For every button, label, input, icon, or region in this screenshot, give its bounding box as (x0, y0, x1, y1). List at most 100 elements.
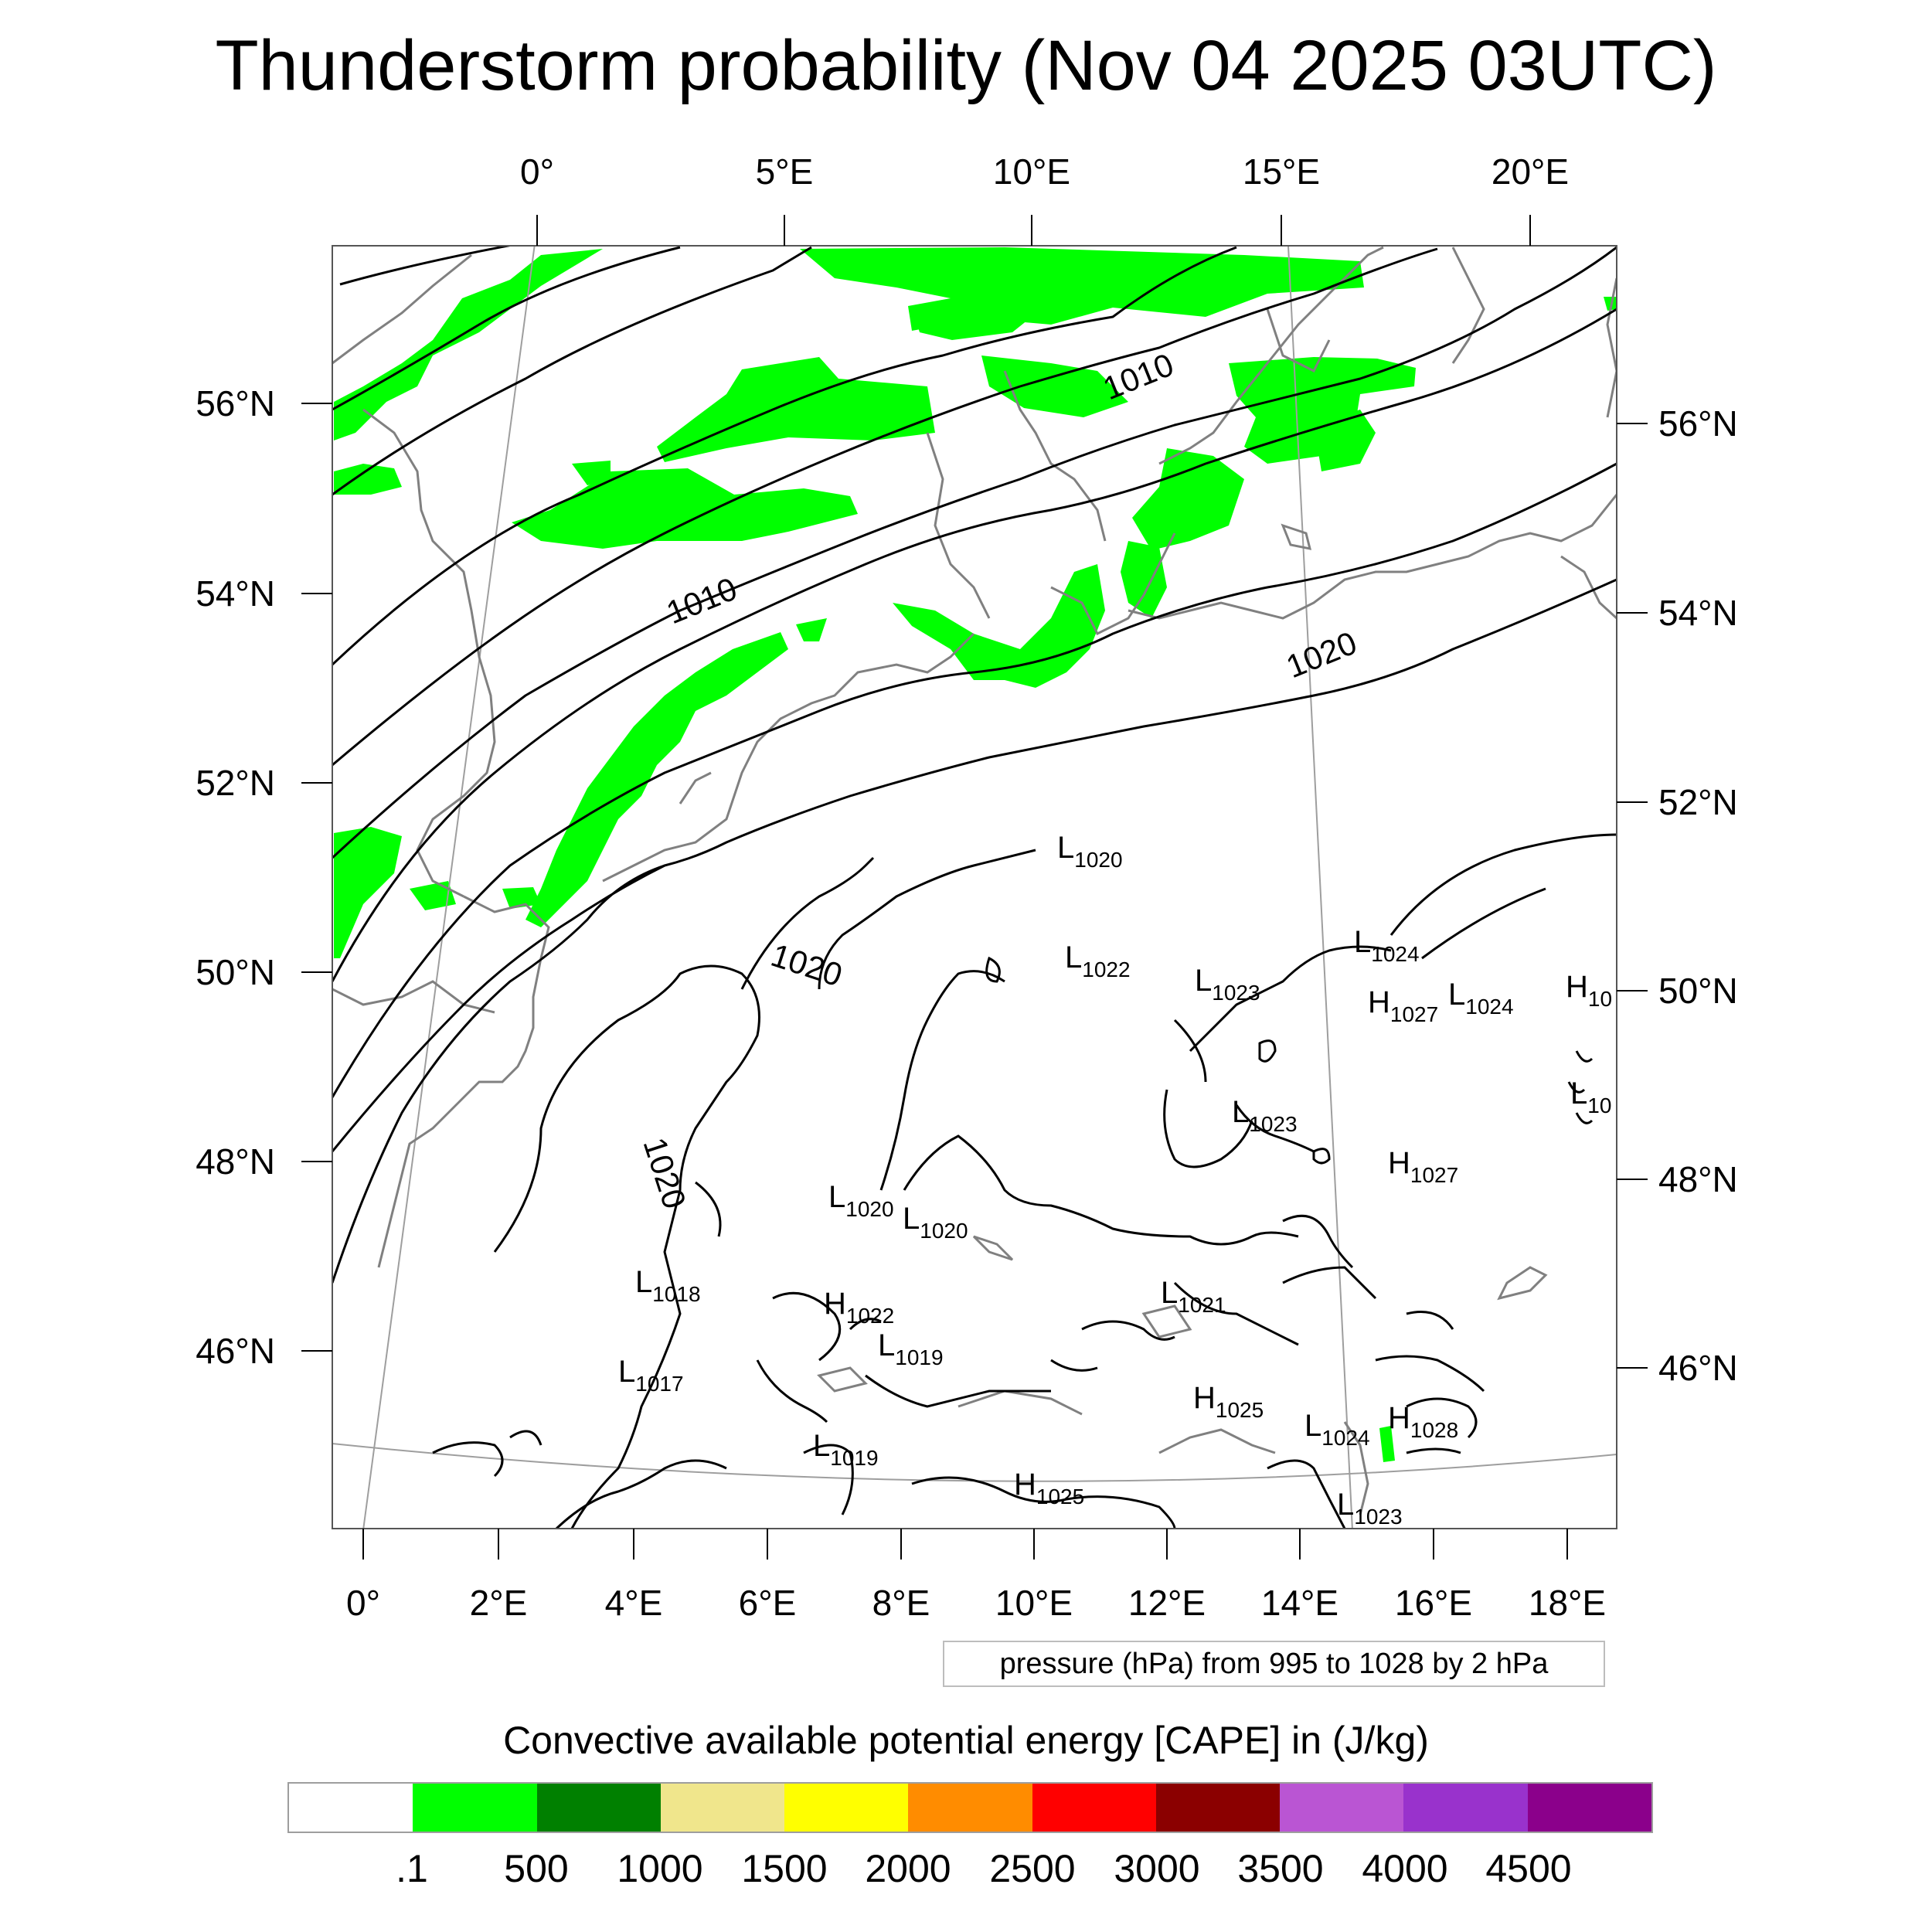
pressure-center: H1027 (1388, 1146, 1458, 1187)
colorbar-cell (784, 1784, 909, 1832)
colorbar-cell (289, 1784, 413, 1832)
pressure-center: H1022 (824, 1287, 894, 1328)
isobar (432, 1441, 504, 1478)
pressure-center: L1023 (1337, 1488, 1403, 1529)
top-lon-labels: 0° 5°E 10°E 15°E 20°E (520, 151, 1569, 192)
chart-title: Thunderstorm probability (Nov 04 2025 03… (215, 26, 1717, 105)
isobar (1406, 1311, 1454, 1330)
isobar (740, 856, 875, 990)
cape-area (796, 618, 827, 641)
isobar (1406, 1447, 1461, 1454)
colorbar-cell (1403, 1784, 1528, 1832)
isobar (1375, 1355, 1485, 1393)
pressure-center: L1024 (1448, 978, 1514, 1019)
colorbar-label: 2000 (865, 1847, 951, 1890)
isobar (695, 1181, 722, 1237)
tick-label: 14°E (1261, 1583, 1338, 1623)
cape-area (572, 461, 611, 485)
isobar (1567, 1081, 1586, 1094)
tick-label: 46°N (196, 1331, 275, 1371)
pressure-center: L1023 (1232, 1095, 1298, 1136)
colorbar-label: 500 (504, 1847, 569, 1890)
contour-info-box: pressure (hPa) from 995 to 1028 by 2 hPa (943, 1641, 1605, 1687)
isobar (985, 956, 1001, 983)
tick-label: 52°N (196, 763, 275, 803)
isobar (339, 246, 515, 286)
isobar (332, 308, 1617, 982)
right-lat-labels: 56°N 54°N 52°N 50°N 48°N 46°N (1658, 403, 1738, 1388)
cape-area (912, 294, 1039, 340)
tick-label: 52°N (1658, 782, 1738, 822)
isobar (865, 1374, 1051, 1408)
isobar (1421, 887, 1546, 960)
isobar (332, 246, 812, 496)
colorbar-label: 1000 (617, 1847, 703, 1890)
isobar (1173, 1281, 1299, 1346)
tick-label: 54°N (196, 573, 275, 614)
tick-label: 50°N (196, 952, 275, 992)
cape-area (657, 357, 935, 462)
colorbar-label: 3500 (1237, 1847, 1324, 1890)
tick-label: 56°N (1658, 403, 1738, 444)
colorbar-title: Convective available potential energy [C… (503, 1719, 1429, 1762)
isobar (772, 1291, 842, 1362)
cape-area (334, 249, 603, 440)
isobar (903, 1134, 1299, 1246)
pressure-center: L1018 (635, 1265, 701, 1306)
isobar (1235, 1104, 1315, 1153)
tick-marks (301, 215, 1648, 1560)
cape-area (1132, 448, 1244, 550)
tick-label: 4°E (605, 1583, 663, 1623)
pressure-center: H1028 (1388, 1401, 1458, 1442)
pressure-center: L1021 (1161, 1276, 1226, 1317)
cape-area (1379, 1426, 1395, 1462)
tick-label: 56°N (196, 383, 275, 423)
tick-label: 50°N (1658, 971, 1738, 1011)
isobar (493, 964, 760, 1529)
pressure-center: L1019 (878, 1328, 944, 1369)
isobar (1258, 1039, 1277, 1063)
isobar (555, 1459, 727, 1529)
isobar (879, 970, 1005, 1191)
pressure-center: L1023 (1195, 964, 1260, 1005)
pressure-center: L1022 (1065, 940, 1131, 981)
tick-label: 20°E (1492, 151, 1569, 192)
isobar (332, 246, 1237, 666)
isobar (911, 1476, 1176, 1529)
tick-label: 10°E (995, 1583, 1073, 1623)
isobar (1282, 1214, 1354, 1269)
cape-area (334, 827, 402, 958)
isobar (756, 1359, 828, 1423)
colorbar-cell (1032, 1784, 1156, 1832)
cape-area (526, 632, 788, 927)
pressure-center: H1027 (1368, 985, 1438, 1026)
isobar (332, 462, 1617, 1098)
pressure-center: L1019 (813, 1429, 879, 1470)
pressure-center: H1025 (1193, 1381, 1264, 1422)
isobar (818, 849, 1036, 990)
isobar (803, 1444, 854, 1515)
isobar (1406, 1397, 1478, 1439)
tick-label: 48°N (196, 1141, 275, 1182)
pressure-center: H10 (1566, 970, 1612, 1011)
cape-fields (334, 247, 1617, 1462)
left-lat-labels: 56°N 54°N 52°N 50°N 48°N 46°N (196, 383, 275, 1371)
tick-label: 16°E (1395, 1583, 1472, 1623)
coastlines (332, 246, 1617, 1515)
tick-label: 54°N (1658, 593, 1738, 633)
isobar (1389, 833, 1617, 936)
cape-area (1229, 357, 1416, 464)
tick-label: 18°E (1529, 1583, 1606, 1623)
tick-label: 8°E (872, 1583, 930, 1623)
tick-label: 2°E (470, 1583, 528, 1623)
isobar (1050, 1359, 1098, 1372)
colorbar-cell (1155, 1784, 1281, 1832)
tick-label: 46°N (1658, 1348, 1738, 1388)
pressure-center: L1020 (903, 1202, 968, 1243)
colorbar-label: 2500 (989, 1847, 1076, 1890)
colorbar-label: 4000 (1362, 1847, 1448, 1890)
cape-area (334, 464, 402, 495)
colorbar-label: 1500 (741, 1847, 828, 1890)
map-border (332, 245, 1617, 1529)
